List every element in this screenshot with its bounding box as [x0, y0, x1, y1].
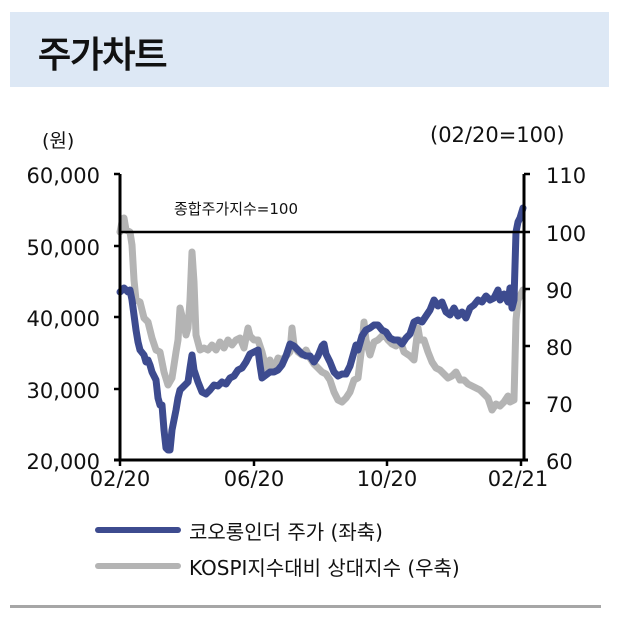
left-tick-label: 30,000 — [27, 379, 100, 403]
x-axis-ticks — [118, 460, 523, 466]
stock-price-line — [116, 204, 527, 454]
right-tick-label: 80 — [546, 336, 573, 360]
right-axis-unit: (02/20=100) — [430, 123, 565, 147]
right-axis-ticks — [524, 172, 530, 405]
left-axis-ticks — [114, 172, 120, 391]
right-tick-label: 90 — [546, 279, 573, 303]
stock-chart: 60,000 50,000 40,000 30,000 20,000 110 1… — [27, 164, 587, 491]
right-tick-label: 110 — [546, 164, 586, 188]
legend-label: KOSPI지수대비 상대지수 (우축) — [189, 555, 460, 580]
legend-swatch-blue — [95, 527, 181, 533]
left-tick-label: 50,000 — [27, 236, 100, 260]
x-tick-label: 02/21 — [488, 467, 549, 491]
page-title: 주가차트 — [38, 35, 167, 76]
chart-legend: 코오롱인더 주가 (좌축) KOSPI지수대비 상대지수 (우축) — [95, 512, 460, 584]
x-tick-label: 02/20 — [90, 467, 151, 491]
bottom-divider — [10, 605, 601, 608]
section-header: 주가차트 — [10, 12, 609, 87]
left-tick-label: 60,000 — [27, 164, 100, 188]
right-tick-label: 60 — [546, 450, 573, 474]
left-axis-unit: (원) — [42, 130, 75, 152]
legend-label: 코오롱인더 주가 (좌축) — [189, 519, 383, 544]
legend-swatch-gray — [95, 563, 181, 569]
right-tick-label: 100 — [546, 222, 586, 246]
x-tick-label: 06/20 — [224, 467, 285, 491]
legend-item-stock-price: 코오롱인더 주가 (좌축) — [95, 512, 460, 548]
x-tick-label: 10/20 — [357, 467, 418, 491]
legend-item-kospi-relative: KOSPI지수대비 상대지수 (우축) — [95, 548, 460, 584]
left-tick-label: 40,000 — [27, 307, 100, 331]
right-tick-label: 70 — [546, 393, 573, 417]
left-tick-label: 20,000 — [27, 450, 100, 474]
reference-line-label: 종합주가지수=100 — [174, 200, 298, 218]
